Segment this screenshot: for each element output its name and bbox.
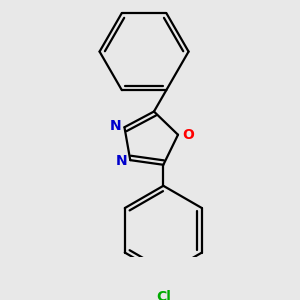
Text: Cl: Cl [156, 290, 171, 300]
Text: N: N [110, 119, 122, 133]
Text: O: O [182, 128, 194, 142]
Text: N: N [116, 154, 127, 168]
